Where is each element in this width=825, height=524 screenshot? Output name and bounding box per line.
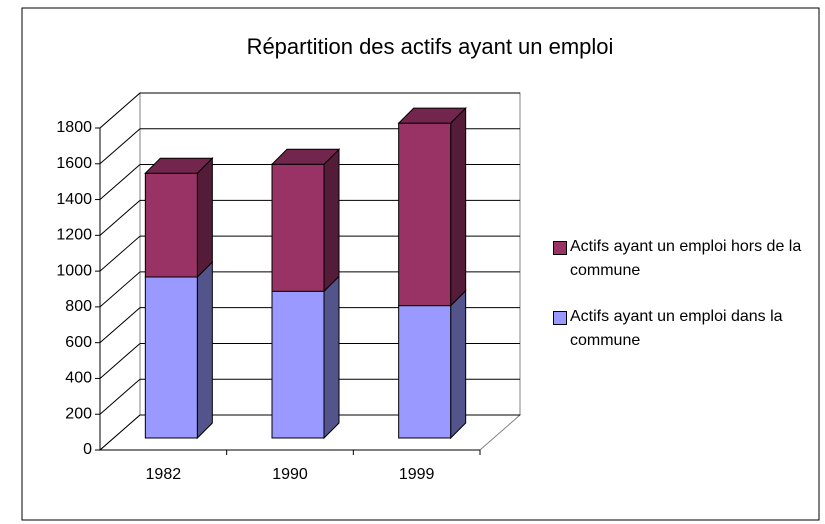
y-tick-label: 1800 — [56, 119, 92, 136]
bar-side — [323, 148, 340, 293]
bar-side — [196, 260, 213, 440]
y-tick-label: 200 — [65, 405, 92, 422]
bar — [144, 172, 198, 278]
y-tick-label: 600 — [65, 334, 92, 351]
bar-side — [450, 289, 467, 440]
grid-line — [99, 378, 141, 415]
bar — [271, 163, 325, 292]
x-tick-label: 1990 — [272, 466, 308, 483]
grid-line — [99, 307, 141, 344]
bar-side — [450, 106, 467, 307]
grid-line — [99, 271, 141, 308]
y-tick-label: 1200 — [56, 227, 92, 244]
y-tick-label: 1000 — [56, 262, 92, 279]
legend-swatch — [553, 241, 567, 255]
bar — [398, 122, 452, 307]
x-tick-label: 1982 — [146, 466, 182, 483]
bar — [271, 290, 325, 439]
legend-swatch — [553, 311, 567, 325]
y-tick-label: 400 — [65, 370, 92, 387]
y-tick-label: 800 — [65, 298, 92, 315]
legend-label: Actifs ayant un emploi dans la commune — [570, 308, 783, 349]
grid-line — [99, 343, 141, 379]
legend-label: Actifs ayant un emploi hors de la commun… — [570, 238, 802, 279]
y-tick-label: 0 — [83, 441, 92, 458]
grid-line — [99, 164, 141, 200]
grid-line — [99, 199, 141, 236]
bar-side — [196, 157, 213, 279]
bar-top — [270, 148, 341, 165]
bar — [144, 276, 198, 439]
grid-line — [99, 128, 141, 165]
bar-side — [323, 275, 340, 440]
grid-line — [99, 92, 141, 129]
grid-line — [99, 414, 141, 451]
bar-top — [397, 107, 467, 124]
bar — [398, 305, 452, 439]
chart-title: Répartition des actifs ayant un emploi — [247, 34, 614, 59]
y-tick-label: 1600 — [56, 155, 92, 172]
x-tick-label: 1999 — [399, 466, 435, 483]
grid-line — [99, 235, 141, 272]
bar-top — [144, 157, 214, 174]
y-tick-label: 1400 — [56, 191, 92, 208]
